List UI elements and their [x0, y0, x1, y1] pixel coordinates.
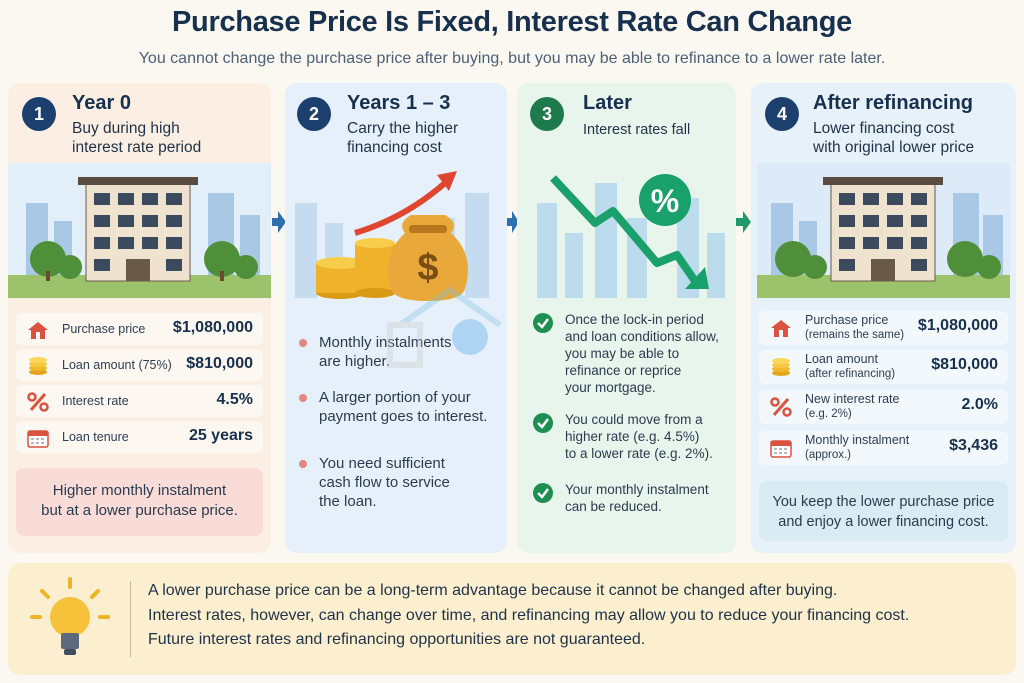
step-number-badge: 1 [22, 97, 56, 131]
checkmark-icon [533, 483, 553, 508]
arrow-right-icon [507, 211, 519, 233]
step-number-badge: 3 [530, 97, 564, 131]
panel-title: Years 1 – 3 [347, 92, 451, 114]
loan-tenure-row: Loan tenure 25 years [16, 421, 263, 453]
panel-title: Later [583, 92, 632, 114]
step-number-badge: 2 [297, 97, 331, 131]
apartment-building-illustration [8, 163, 271, 298]
panel-after-refinancing: 4 After refinancing Lower financing cost… [751, 83, 1016, 553]
purchase-price-row: Purchase price $1,080,000 [16, 313, 263, 345]
percent-icon [26, 392, 50, 417]
loan-amount-row: Loan amount (after refinancing) $810,000 [759, 350, 1008, 384]
monthly-instalment-row: Monthly instalment (approx.) $3,436 [759, 431, 1008, 465]
panel-description: Lower financing cost with original lower … [813, 120, 975, 156]
step-number-badge: 4 [765, 97, 799, 131]
house-icon [26, 320, 50, 345]
page-subtitle: You cannot change the purchase price aft… [138, 50, 886, 67]
percent-icon [639, 174, 691, 226]
page-title: Purchase Price Is Fixed, Interest Rate C… [172, 6, 852, 38]
dollar-bag-icon: $ [388, 215, 468, 301]
panel-years-1-3: 2 Years 1 – 3 Carry the higher financing … [285, 83, 507, 553]
gold-coins-icon [316, 238, 395, 299]
footer-note: A lower purchase price can be a long-ter… [8, 563, 1016, 675]
footer-divider [130, 581, 131, 657]
loan-amount-row: Loan amount (75%) $810,000 [16, 349, 263, 381]
apartment-building-illustration [757, 163, 1010, 298]
calendar-icon [769, 438, 793, 463]
checkmark-icon [533, 313, 553, 338]
svg-text:$: $ [417, 247, 438, 289]
house-icon [769, 318, 793, 343]
footer-line: Future interest rates and refinancing op… [148, 631, 646, 648]
new-interest-rate-row: New interest rate (e.g. 2%) 2.0% [759, 390, 1008, 424]
panel-title: After refinancing [813, 92, 974, 114]
arrow-right-icon [736, 211, 751, 233]
calendar-icon [26, 428, 50, 453]
watermark-logo [387, 286, 502, 368]
panel-year-0: 1 Year 0 Buy during high interest rate pe… [8, 83, 271, 553]
arrow-right-icon [272, 211, 286, 233]
panel-1-callout: Higher monthly instalment but at a lower … [16, 468, 263, 536]
panel-description: Carry the higher financing cost [347, 120, 459, 156]
footer-line: A lower purchase price can be a long-ter… [148, 582, 838, 599]
panel-4-callout: You keep the lower purchase price and enj… [759, 481, 1008, 541]
panel-description: Buy during high interest rate period [72, 120, 202, 156]
percent-icon [769, 397, 793, 422]
interest-rate-row: Interest rate 4.5% [16, 385, 263, 417]
svg-text:%: % [651, 183, 679, 219]
money-bag-rising-arrow-illustration: $ [295, 171, 489, 301]
panel-title: Year 0 [72, 92, 131, 114]
footer-line: Interest rates, however, can change over… [148, 607, 910, 624]
panel-description: Interest rates fall [583, 122, 691, 138]
coins-icon [769, 357, 793, 382]
purchase-price-row: Purchase price (remains the same) $1,080,… [759, 311, 1008, 345]
lightbulb-icon [30, 577, 110, 666]
falling-rate-illustration: % [537, 174, 725, 298]
coins-icon [26, 356, 50, 381]
checkmark-icon [533, 413, 553, 438]
panel-later: 3 Later Interest rates fall % Once the l… [517, 83, 736, 553]
